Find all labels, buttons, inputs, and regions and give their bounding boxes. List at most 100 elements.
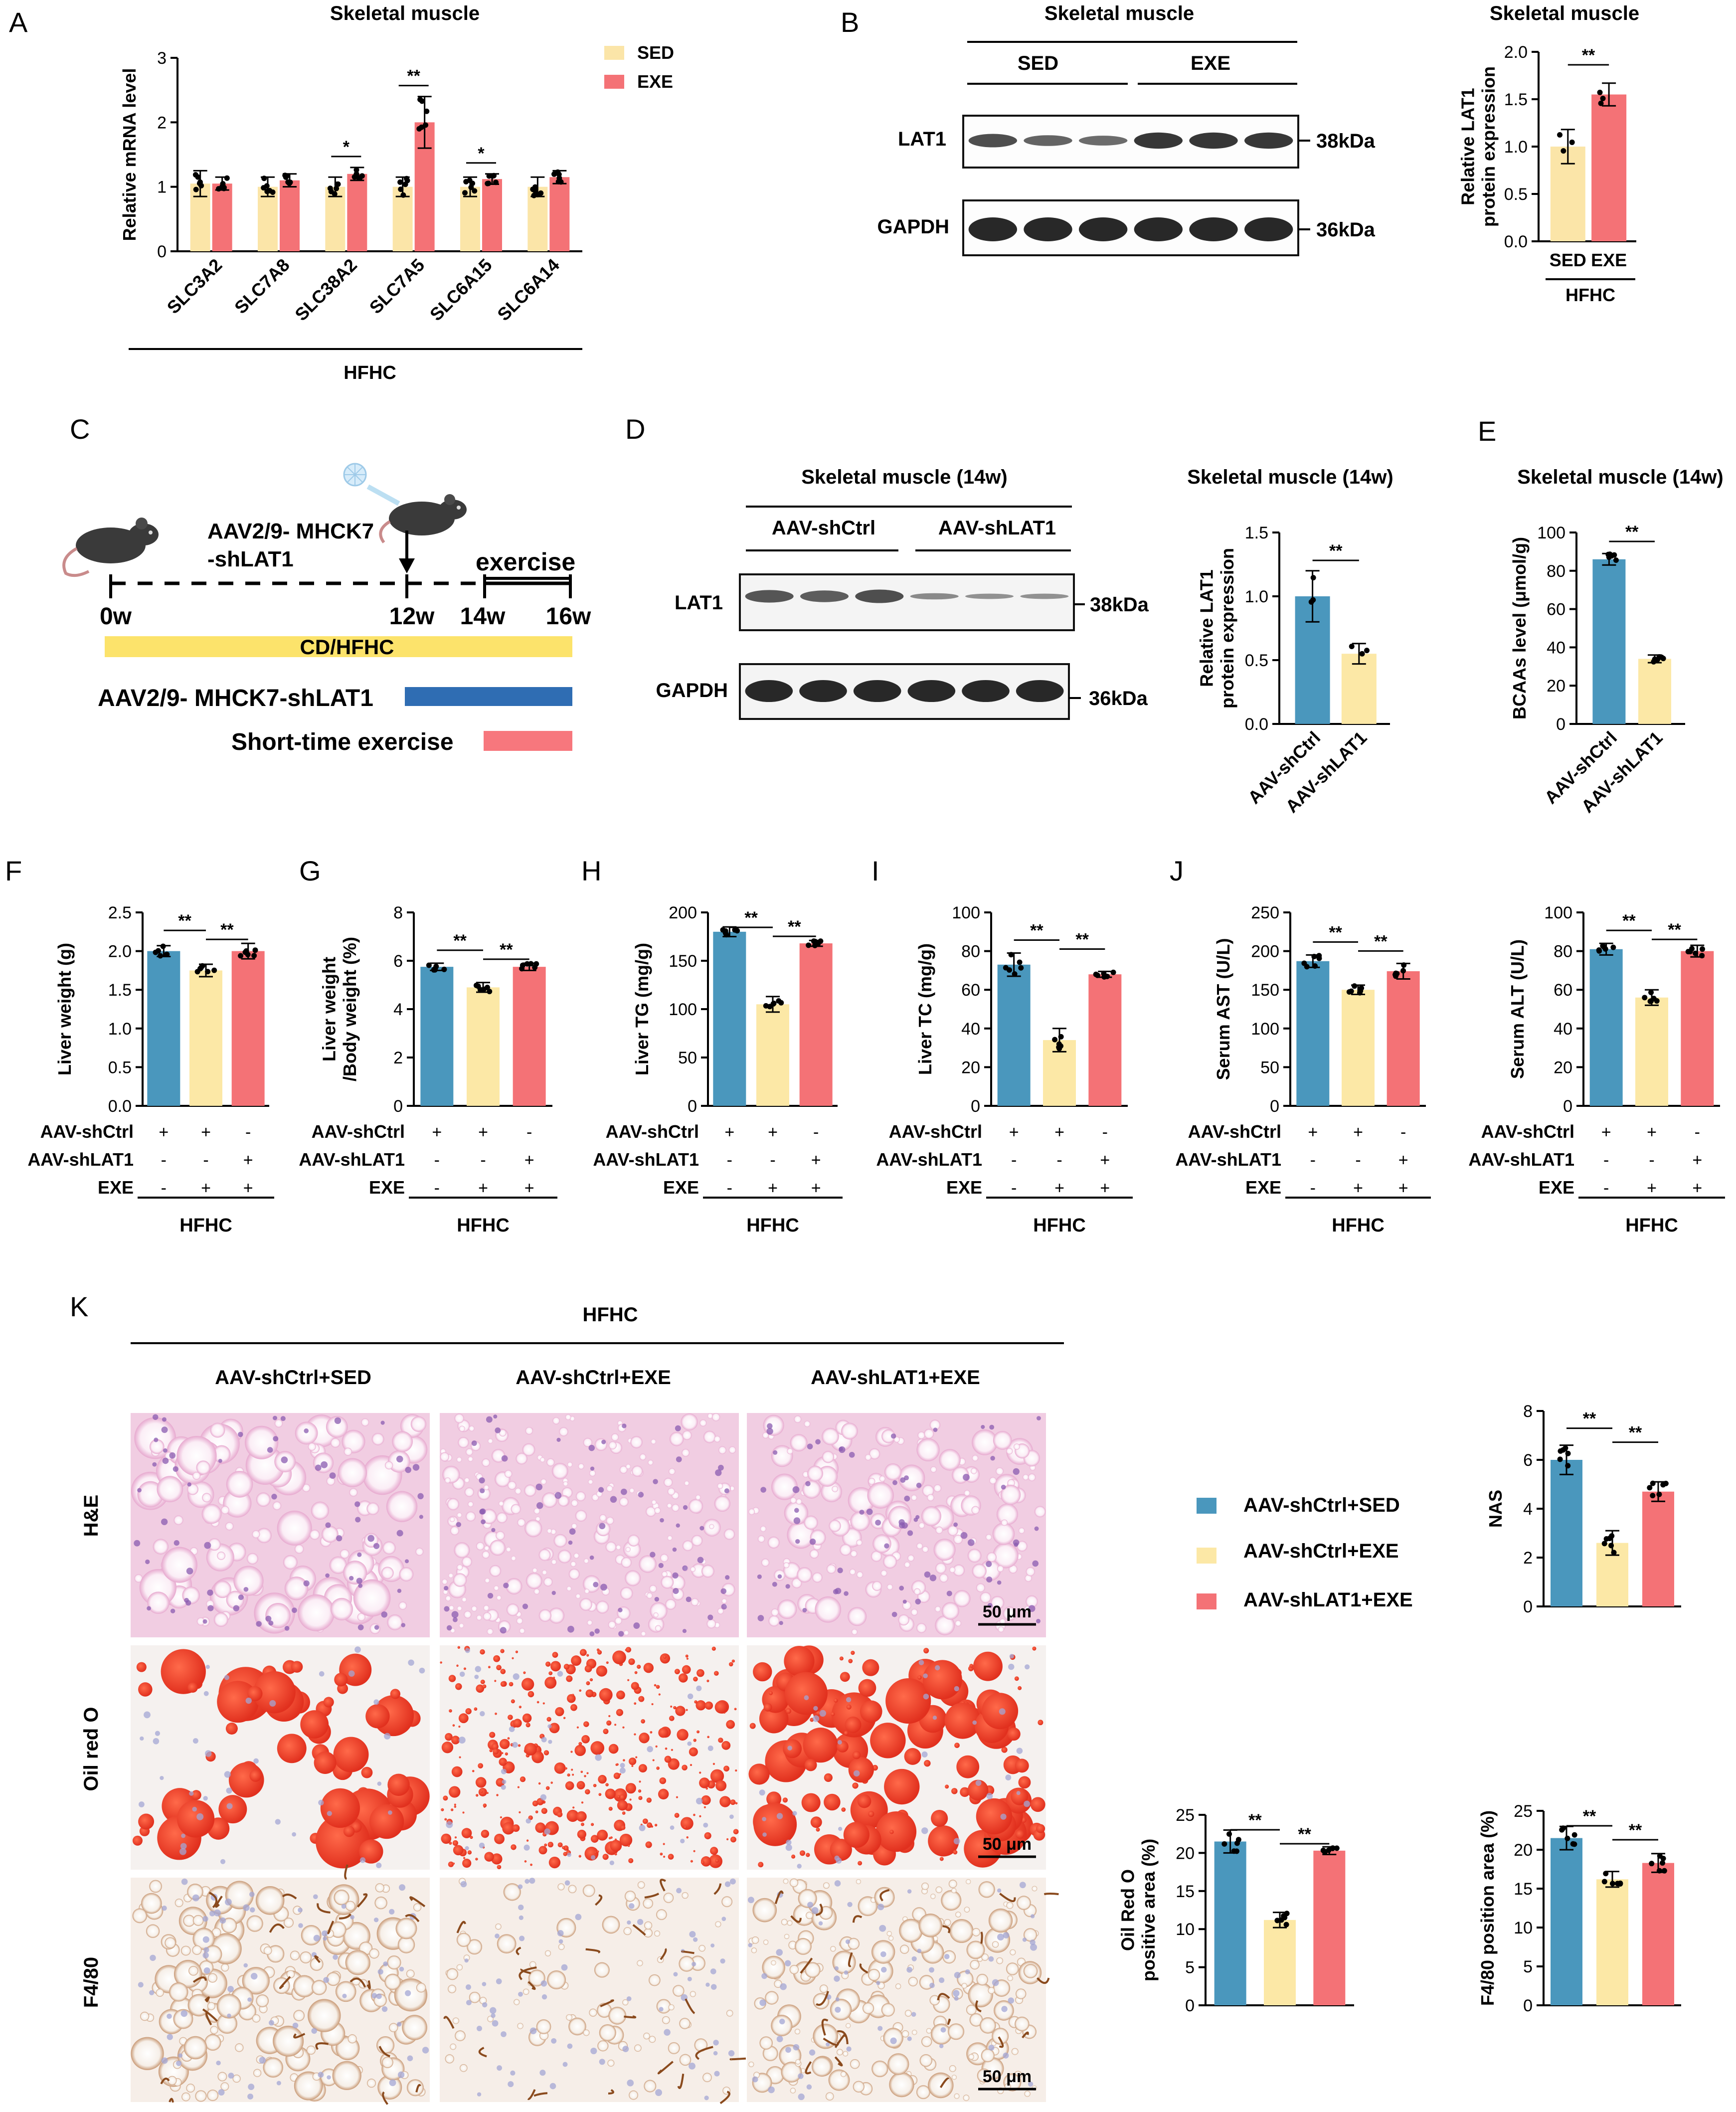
cell-nucleus	[474, 1674, 479, 1679]
cell-nucleus	[399, 1884, 406, 1891]
cell-nucleus	[768, 2086, 775, 2094]
cell-nucleus	[806, 2084, 812, 2090]
cell-nucleus	[557, 1930, 564, 1936]
lipid-droplet	[453, 1845, 464, 1856]
cell-nucleus	[1034, 1526, 1039, 1531]
cell-nucleus	[140, 1736, 144, 1741]
lipid-droplet	[536, 1701, 539, 1704]
cell-nucleus	[900, 1477, 906, 1483]
lipid-vacuole	[933, 1484, 942, 1492]
data-point	[251, 953, 257, 959]
lipid-vacuole	[357, 1612, 366, 1621]
lipid-vacuole	[548, 1607, 565, 1624]
lipid-vacuole	[594, 1962, 610, 1978]
timepoint-0w: 0w	[100, 603, 132, 630]
lipid-droplet	[693, 1850, 695, 1852]
significance-label: **	[1298, 1825, 1311, 1844]
x-tick-label: SLC6A15	[426, 255, 496, 325]
lipid-vacuole	[202, 1493, 211, 1503]
cell-nucleus	[1013, 1468, 1020, 1475]
lipid-droplet	[730, 1799, 736, 1805]
cell-nucleus	[381, 2006, 388, 2012]
bar	[1387, 971, 1420, 1106]
macrophage-stain	[834, 2033, 847, 2048]
lipid-vacuole	[583, 1575, 601, 1593]
cell-nucleus	[348, 1670, 355, 1677]
cell-nucleus	[638, 1492, 644, 1498]
lipid-droplet	[704, 1701, 713, 1710]
lipid-vacuole	[131, 2037, 164, 2070]
cell-nucleus	[813, 1706, 818, 1711]
lipid-droplet	[493, 1655, 501, 1662]
lipid-vacuole	[850, 1550, 858, 1558]
cell-nucleus	[805, 1481, 811, 1487]
lipid-vacuole	[989, 1477, 997, 1484]
lipid-droplet	[590, 1835, 599, 1843]
cell-nucleus	[481, 1519, 486, 1525]
group-label: HFHC	[1625, 1215, 1678, 1236]
lipid-droplet	[249, 1769, 262, 1782]
cell-nucleus	[1028, 1605, 1036, 1612]
cell-nucleus	[495, 1427, 501, 1433]
cell-nucleus	[226, 1787, 232, 1794]
lipid-droplet	[452, 1862, 455, 1865]
lipid-droplet	[554, 1762, 566, 1774]
timepoint-12w: 12w	[389, 603, 435, 630]
lipid-vacuole	[1017, 1541, 1028, 1552]
lipid-droplet	[617, 1795, 621, 1799]
cell-nucleus	[707, 1746, 713, 1752]
cell-nucleus	[501, 1768, 507, 1774]
blot-band	[1024, 135, 1072, 146]
lipid-droplet	[500, 1739, 510, 1750]
data-point	[1642, 995, 1648, 1001]
lipid-droplet	[641, 1719, 645, 1724]
cell-nucleus	[419, 1515, 423, 1519]
lipid-droplet	[138, 1813, 155, 1830]
y-tick-label: 0	[393, 1097, 403, 1116]
bar	[1551, 1838, 1582, 2005]
lipid-vacuole	[464, 1487, 474, 1497]
lipid-droplet	[138, 1682, 153, 1697]
cell-nucleus	[929, 1982, 935, 1988]
lipid-vacuole	[183, 1915, 195, 1927]
cell-nucleus	[705, 1982, 710, 1987]
y-axis-label: Liver TC (mg/g)	[915, 943, 935, 1075]
blot-b-band-size-lat1: 38kDa	[1316, 130, 1376, 152]
cell-nucleus	[218, 2089, 225, 2096]
aav-label: AAV2/9- MHCK7-shLAT1	[98, 685, 373, 711]
lipid-droplet	[320, 1788, 360, 1828]
cell-nucleus	[714, 2071, 720, 2077]
macrophage-stain	[685, 1998, 695, 2014]
lipid-vacuole	[650, 1602, 668, 1620]
lipid-vacuole	[921, 1882, 929, 1890]
data-point	[1359, 985, 1365, 991]
lipid-vacuole	[330, 1438, 341, 1448]
cell-nucleus	[884, 1543, 889, 1549]
y-tick-label: 4	[1523, 1500, 1533, 1519]
lipid-vacuole	[748, 1508, 755, 1515]
cell-nucleus	[471, 1440, 477, 1446]
cell-nucleus	[180, 2010, 188, 2017]
cell-nucleus	[1028, 2081, 1034, 2087]
data-point	[1334, 1845, 1340, 1851]
lipid-vacuole	[1026, 1567, 1035, 1577]
lipid-droplet	[718, 1738, 723, 1743]
lipid-vacuole	[794, 1415, 802, 1423]
cell-nucleus	[444, 1585, 449, 1590]
significance-label: **	[220, 920, 234, 939]
lipid-vacuole	[783, 1878, 789, 1884]
y-tick-label: 2.0	[108, 942, 132, 961]
lipid-vacuole	[381, 1567, 394, 1580]
lipid-vacuole	[334, 1889, 349, 1906]
bar	[1681, 951, 1714, 1106]
data-point	[1401, 962, 1407, 968]
lipid-vacuole	[201, 1504, 222, 1524]
lipid-vacuole	[922, 1546, 929, 1553]
data-point	[1608, 1543, 1614, 1549]
lipid-vacuole	[382, 1541, 396, 1555]
lipid-vacuole	[963, 2095, 970, 2101]
cell-nucleus	[273, 1436, 279, 1441]
macrophage-stain	[405, 1914, 420, 1923]
data-point	[1650, 1493, 1656, 1499]
lipid-vacuole	[232, 2075, 241, 2083]
